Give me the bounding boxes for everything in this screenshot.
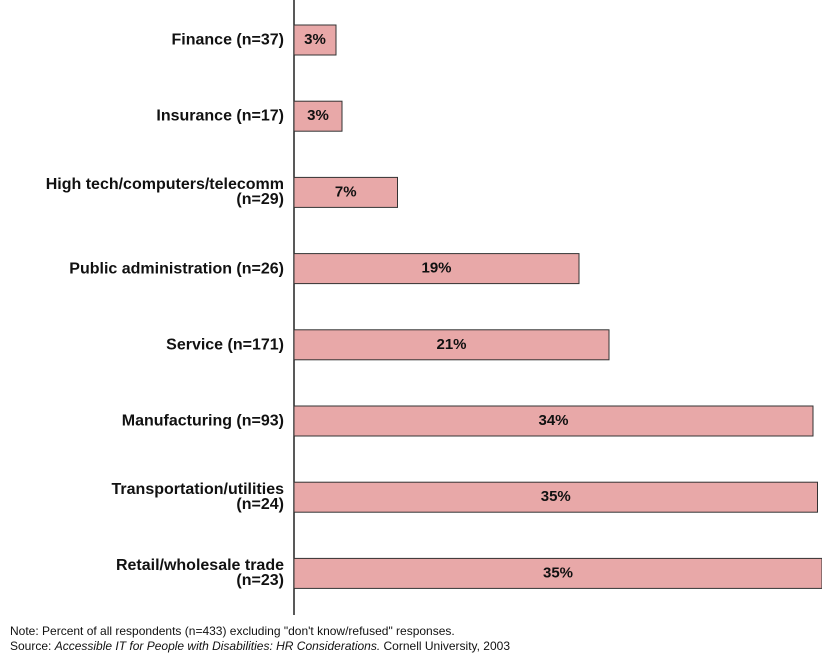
value-label: 35% <box>543 564 573 581</box>
source: Source: Accessible IT for People with Di… <box>10 639 510 653</box>
value-label: 21% <box>436 336 466 353</box>
category-label: Manufacturing (n=93) <box>121 412 284 430</box>
source-suffix: Cornell University, 2003 <box>380 639 511 653</box>
bar <box>293 557 822 589</box>
category-label: Public administration (n=26) <box>69 260 284 278</box>
note: Note: Percent of all respondents (n=433)… <box>10 624 455 638</box>
bar <box>293 481 818 513</box>
category-label: Finance (n=37) <box>171 31 284 49</box>
bar <box>293 24 337 56</box>
value-label: 34% <box>538 412 568 429</box>
bar <box>293 405 814 437</box>
value-label: 3% <box>307 107 329 124</box>
bar <box>293 329 610 361</box>
value-label: 3% <box>304 31 326 48</box>
category-label: Retail/wholesale trade (n=23) <box>115 557 284 590</box>
source-prefix: Source: <box>10 639 55 653</box>
category-label: Insurance (n=17) <box>156 107 284 125</box>
value-label: 19% <box>421 260 451 277</box>
bar <box>293 100 343 132</box>
category-label: Transportation/utilities (n=24) <box>111 481 284 514</box>
value-label: 7% <box>335 183 357 200</box>
value-label: 35% <box>541 488 571 505</box>
category-label: High tech/computers/telecomm (n=29) <box>45 176 284 209</box>
source-title: Accessible IT for People with Disabiliti… <box>54 639 381 653</box>
bar <box>293 253 580 285</box>
category-label: Service (n=171) <box>166 336 284 354</box>
bar <box>293 176 398 208</box>
